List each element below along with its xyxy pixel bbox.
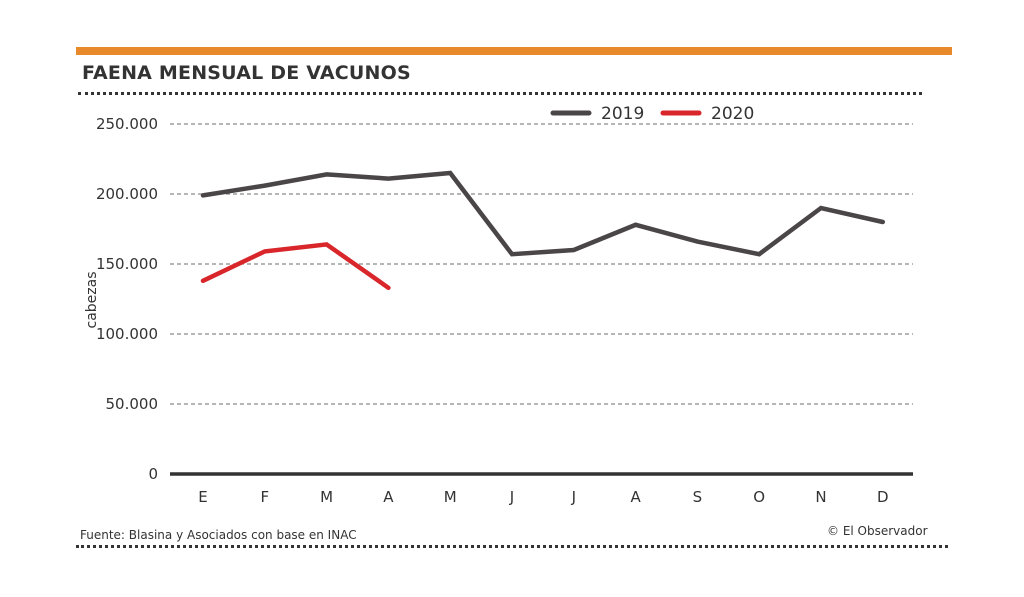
y-tick-label: 150.000 [96,255,158,273]
y-tick-label: 50.000 [106,395,159,413]
x-tick-label: A [630,488,641,506]
y-tick-label: 250.000 [96,115,158,133]
series-line-2019 [200,170,886,257]
credit-note: © El Observador [827,524,928,538]
x-tick-label: E [198,488,207,506]
series-lines [200,170,886,291]
x-tick-label: D [877,488,889,506]
y-tick-labels: 0 50.000 100.000 150.000 200.000 250.000 [96,115,158,483]
legend: 2019 2020 [550,104,754,124]
legend-label-2019: 2019 [601,104,644,124]
x-tick-label: M [444,488,457,506]
chart-title: FAENA MENSUAL DE VACUNOS [82,62,411,84]
x-tick-label: S [693,488,703,506]
x-tick-label: F [260,488,269,506]
header-accent-bar [76,47,952,55]
x-tick-label: A [383,488,394,506]
x-tick-label: J [509,488,514,506]
footer-divider [76,545,948,548]
x-tick-label: M [320,488,333,506]
legend-label-2020: 2020 [711,104,754,124]
x-tick-label: J [571,488,576,506]
x-tick-label: N [815,488,826,506]
gridlines [170,123,913,476]
y-tick-label: 100.000 [96,325,158,343]
title-divider [78,92,922,95]
source-note: Fuente: Blasina y Asociados con base en … [80,528,357,542]
y-axis-label: cabezas [84,272,100,329]
series-line-2020 [200,242,391,291]
y-tick-label: 0 [148,465,158,483]
y-tick-label: 200.000 [96,185,158,203]
x-tick-label: O [753,488,765,506]
